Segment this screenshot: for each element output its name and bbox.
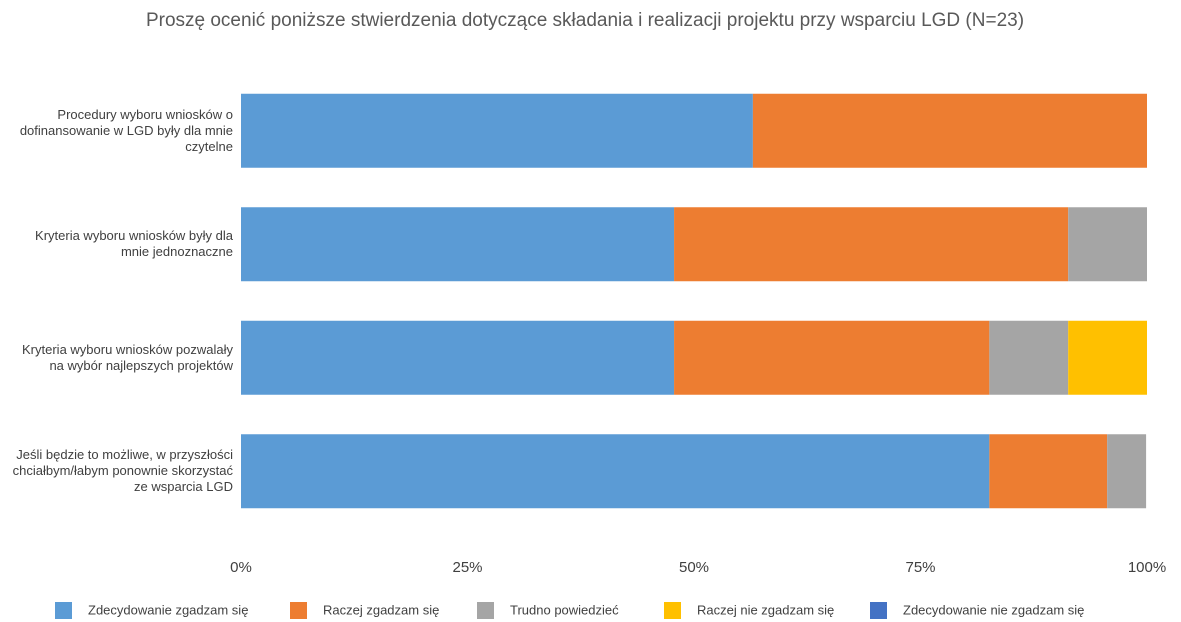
legend-swatch [664,602,681,619]
bar-segment [241,320,675,395]
bar-segment [241,93,753,168]
bar-segment [1107,434,1147,509]
bar-segment [1068,207,1147,282]
bar-segment [241,434,990,509]
category-label: Kryteria wyboru wniosków pozwalały na wy… [22,341,233,373]
bar-segment [1068,320,1147,395]
legend-swatch [55,602,72,619]
x-tick-label: 75% [905,559,935,576]
x-tick-label: 50% [679,559,709,576]
category-label: Procedury wyboru wniosków o dofinansowan… [19,106,233,154]
legend-label: Raczej zgadzam się [323,602,439,617]
legend-swatch [477,602,494,619]
category-label: Kryteria wyboru wniosków były dla mnie j… [35,228,233,260]
category-label: Jeśli będzie to możliwe, w przyszłości c… [12,447,233,495]
bar-segment [674,207,1069,282]
legend-swatch [870,602,887,619]
bar-segment [241,207,675,282]
legend-label: Zdecydowanie nie zgadzam się [903,602,1084,617]
bar-segment [752,93,1147,168]
legend-label: Zdecydowanie zgadzam się [88,602,248,617]
chart-title: Proszę ocenić poniższe stwierdzenia doty… [146,10,1024,31]
bar-segment [674,320,990,395]
legend-swatch [290,602,307,619]
bar-segment [989,434,1108,509]
x-tick-label: 0% [230,559,252,576]
legend-label: Trudno powiedzieć [510,602,619,617]
x-tick-label: 100% [1128,559,1166,576]
bar-segment [989,320,1069,395]
x-tick-label: 25% [452,559,482,576]
legend-label: Raczej nie zgadzam się [697,602,834,617]
